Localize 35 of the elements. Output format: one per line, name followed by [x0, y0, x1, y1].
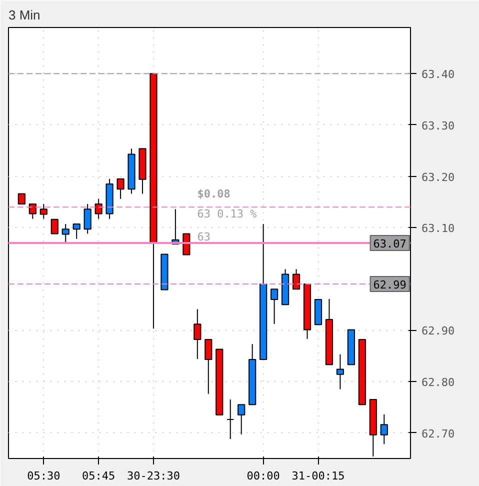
- candlestick: [40, 204, 48, 220]
- candlestick: [62, 224, 70, 244]
- candlestick: [18, 193, 26, 205]
- x-tick-label: 05:45: [82, 470, 116, 482]
- candlestick: [336, 354, 344, 390]
- y-tick-label: 63.30: [422, 119, 455, 132]
- candlestick: [50, 218, 58, 234]
- chart-title: 3 Min: [8, 8, 40, 22]
- y-tick-label: 62.90: [422, 324, 455, 338]
- candlestick: [292, 268, 300, 290]
- y-tick-label: 62.70: [422, 427, 455, 440]
- annotation: 63 0.13 %: [197, 208, 258, 220]
- candlestick: [238, 404, 246, 435]
- ref-line-label: 63.07: [373, 238, 406, 250]
- annotation: $0.08: [197, 188, 230, 200]
- annotation: 63: [197, 230, 210, 244]
- x-tick-label: 00:00: [246, 470, 280, 482]
- x-tick-label: 30-23:30: [126, 470, 180, 482]
- candlestick: [94, 198, 102, 220]
- candlestick: [116, 178, 124, 200]
- candlestick: [204, 338, 212, 394]
- ref-line-label: 62.99: [373, 278, 406, 292]
- candlestick: [194, 308, 202, 360]
- candlestick: [270, 288, 278, 325]
- y-tick-label: 63.40: [422, 68, 455, 82]
- y-tick-label: 63.20: [422, 170, 455, 184]
- y-tick-label: 63.10: [422, 222, 455, 236]
- candlestick: [28, 204, 36, 220]
- candlestick: [72, 224, 80, 240]
- candlestick: [84, 204, 92, 234]
- candlestick: [380, 414, 388, 445]
- y-tick-label: 62.80: [422, 376, 455, 390]
- candlestick: [226, 398, 234, 440]
- x-tick-label: 31-00:15: [292, 470, 345, 482]
- x-tick-label: 05:30: [27, 470, 60, 482]
